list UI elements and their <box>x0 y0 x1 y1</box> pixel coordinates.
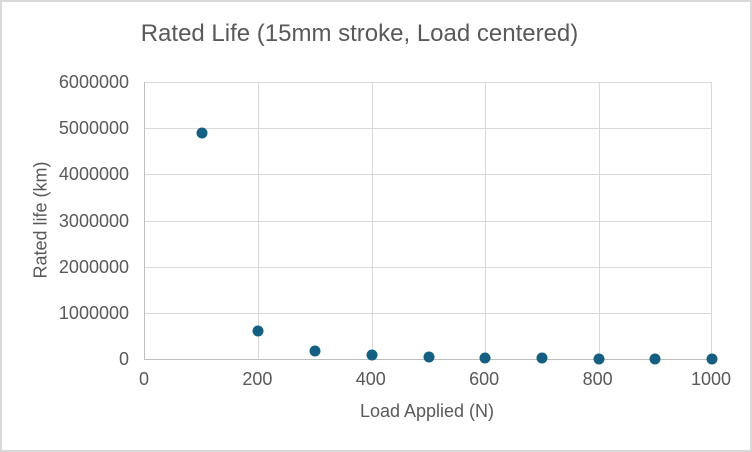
x-tick-label: 200 <box>242 369 273 389</box>
chart-title: Rated Life (15mm stroke, Load centered) <box>140 20 579 47</box>
data-point <box>479 352 491 364</box>
y-gridline <box>145 220 712 222</box>
x-gridline <box>258 82 260 359</box>
y-gridline <box>145 82 712 83</box>
plot-area <box>144 82 718 365</box>
x-gridline <box>485 82 487 359</box>
y-gridline <box>145 174 712 176</box>
data-point <box>252 325 264 337</box>
x-gridline <box>598 82 600 359</box>
data-point <box>706 353 718 365</box>
x-tick-label: 400 <box>355 369 386 389</box>
y-gridline <box>145 128 712 130</box>
y-gridline <box>145 312 712 314</box>
data-point <box>366 349 378 361</box>
data-point <box>536 352 548 364</box>
x-gridline <box>711 82 712 359</box>
x-tick-label: 800 <box>582 369 613 389</box>
x-gridline <box>371 82 373 359</box>
x-tick-label: 600 <box>469 369 500 389</box>
x-tick-label: 0 <box>138 369 149 389</box>
y-tick-label: 2000000 <box>58 256 129 277</box>
y-tick-label: 3000000 <box>58 210 129 231</box>
data-point <box>593 353 605 365</box>
data-point <box>309 345 321 357</box>
y-tick-label: 5000000 <box>58 118 129 139</box>
data-point <box>649 353 661 365</box>
y-tick-label: 1000000 <box>58 302 129 323</box>
y-tick-label: 4000000 <box>58 164 129 185</box>
y-tick-label: 0 <box>118 349 129 369</box>
x-axis-title: Load Applied (N) <box>359 401 495 421</box>
y-tick-label: 6000000 <box>58 72 129 92</box>
x-tick-label: 1000 <box>690 369 732 389</box>
data-point <box>423 351 434 363</box>
y-gridline <box>145 266 712 268</box>
data-point <box>196 127 208 139</box>
